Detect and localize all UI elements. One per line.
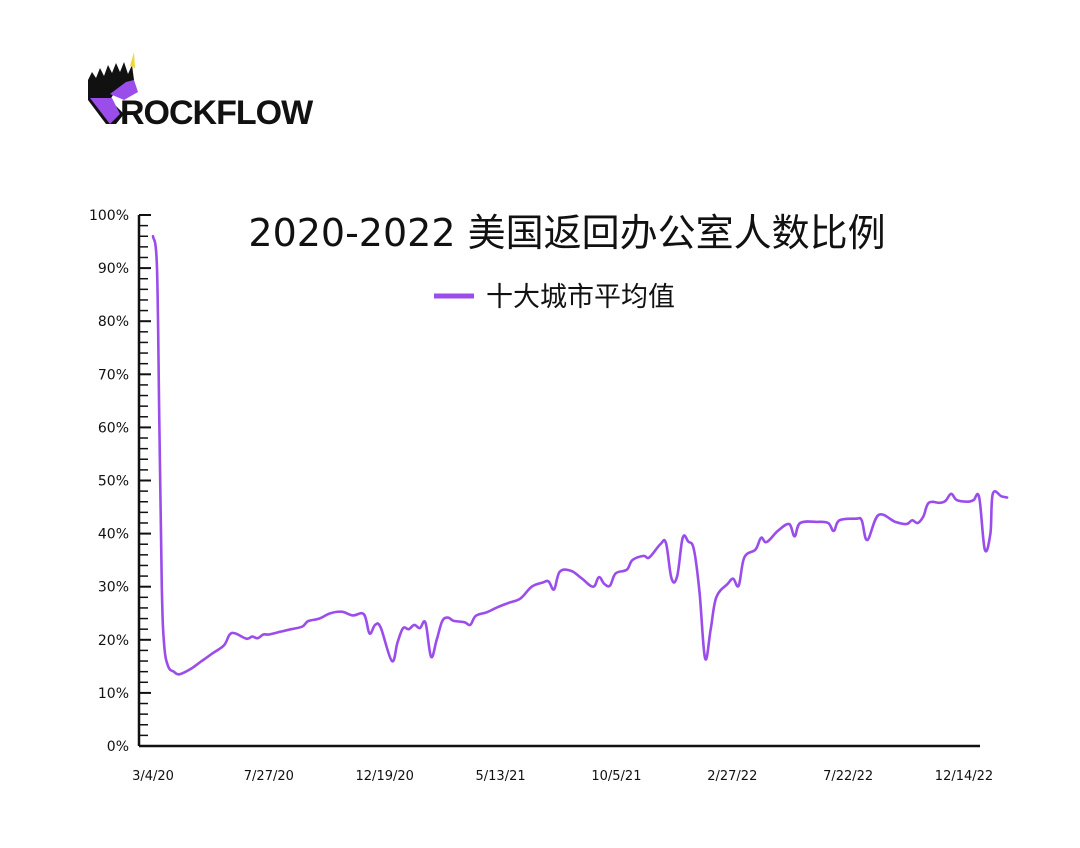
y-tick-label: 100% <box>89 208 129 224</box>
legend-label: 十大城市平均值 <box>486 282 675 313</box>
brand-name: ROCKFLOW <box>120 94 313 132</box>
y-tick-label: 10% <box>98 686 129 702</box>
x-tick-label: 10/5/21 <box>591 769 641 784</box>
x-axis: 3/4/20 7/27/20 12/19/20 5/13/21 10/5/21 2/27/… <box>132 744 993 784</box>
y-tick-label: 30% <box>98 580 129 596</box>
x-tick-label: 7/27/20 <box>244 769 294 784</box>
series-group <box>151 234 1009 676</box>
x-tick-label: 2/27/22 <box>707 769 757 784</box>
unicorn-head-icon <box>88 52 138 124</box>
rockflow-logo <box>88 52 138 124</box>
y-tick-label: 40% <box>98 527 129 543</box>
x-tick-label: 5/13/21 <box>476 769 526 784</box>
chart-title: 2020-2022 美国返回办公室人数比例 <box>248 211 885 255</box>
y-tick-label: 90% <box>98 261 129 277</box>
x-tick-label: 7/22/22 <box>823 769 873 784</box>
y-tick-label: 20% <box>98 633 129 649</box>
y-tick-label: 80% <box>98 314 129 330</box>
y-tick-label: 70% <box>98 367 129 383</box>
y-tick-label: 60% <box>98 420 129 436</box>
y-tick-label: 50% <box>98 474 129 490</box>
y-axis: 0% 10% 20% 30% 40% 50% 60% 70% 80% 90% 100% <box>89 208 151 755</box>
x-tick-label: 12/19/20 <box>356 769 414 784</box>
y-tick-label: 0% <box>107 739 129 755</box>
x-tick-label: 12/14/22 <box>935 769 993 784</box>
series-line <box>151 234 1009 676</box>
x-tick-label: 3/4/20 <box>132 769 174 784</box>
